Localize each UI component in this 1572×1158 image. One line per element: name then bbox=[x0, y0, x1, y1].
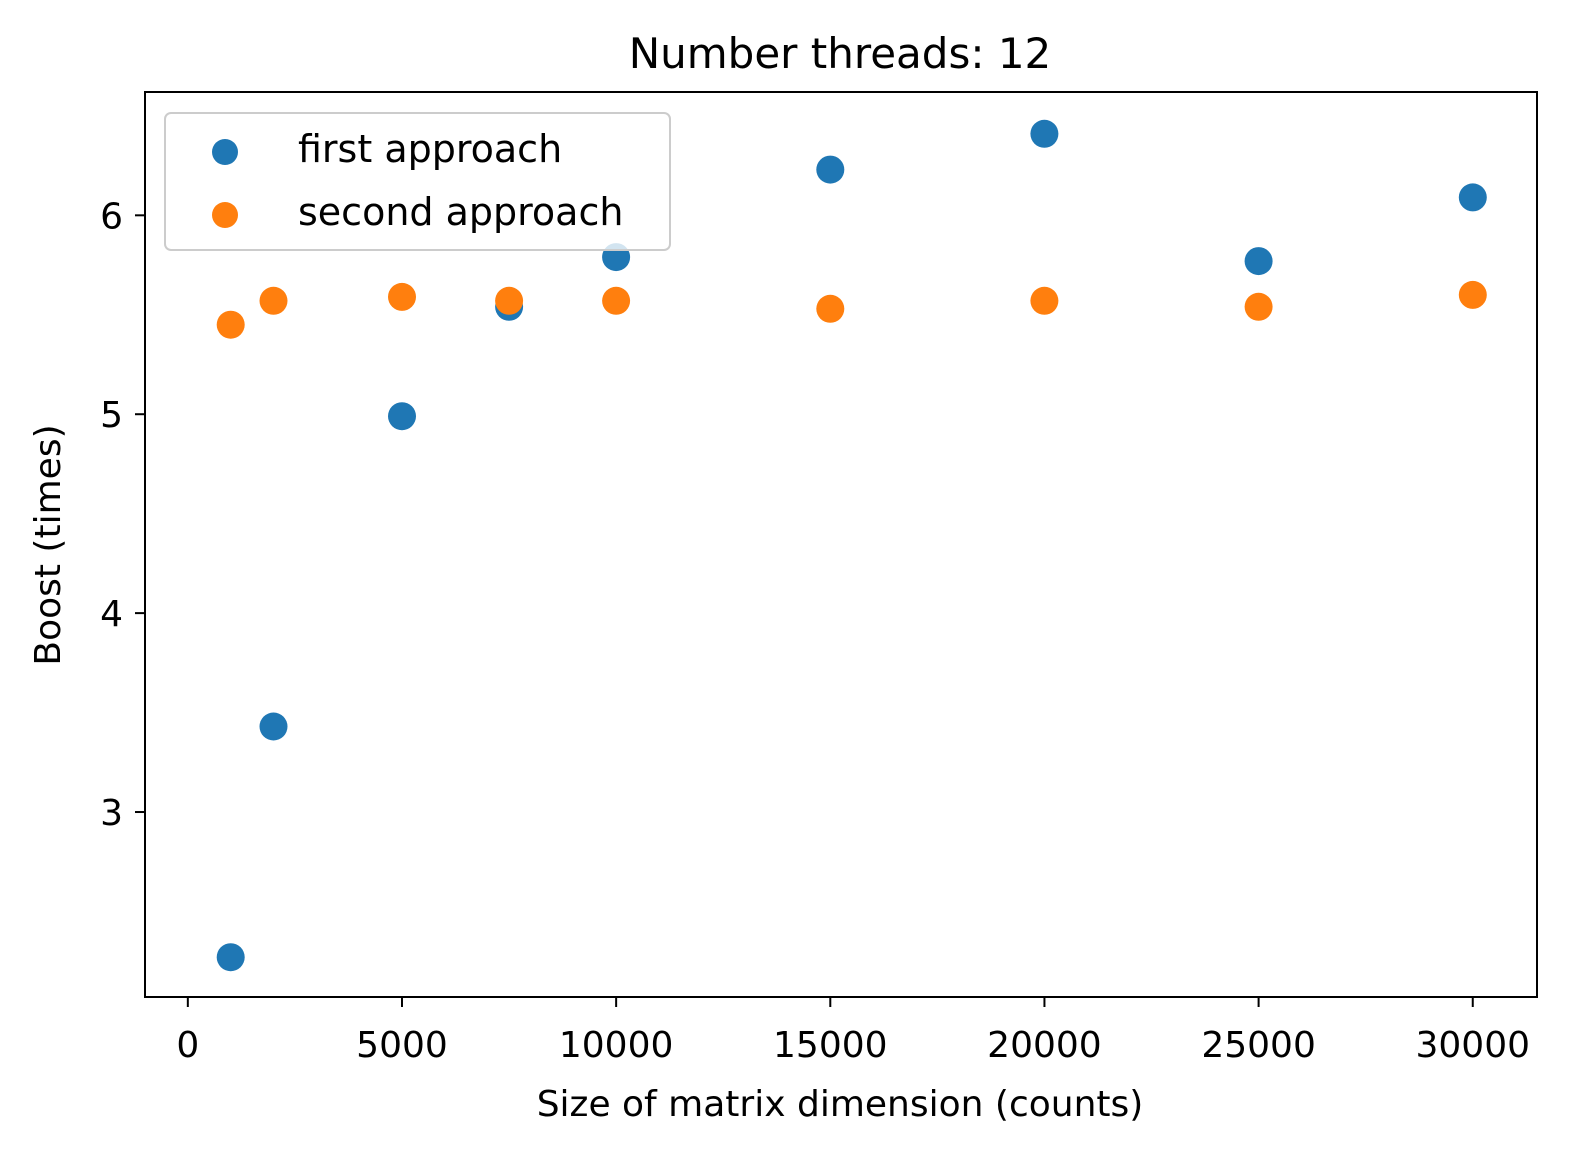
legend-marker-second-approach bbox=[212, 202, 238, 228]
x-tick-label-1: 5000 bbox=[356, 1025, 448, 1066]
point-first-approach-2 bbox=[388, 402, 416, 431]
y-axis-label: Boost (times) bbox=[28, 424, 69, 665]
legend-marker-first-approach bbox=[212, 139, 238, 165]
plot-area-frame bbox=[144, 91, 1538, 998]
x-tick-label-3: 15000 bbox=[773, 1025, 888, 1066]
legend-label-second-approach: second approach bbox=[298, 190, 623, 234]
point-first-approach-5 bbox=[816, 155, 845, 184]
x-tick-label-6: 30000 bbox=[1415, 1025, 1530, 1066]
data-points bbox=[216, 119, 1487, 972]
legend: first approach second approach bbox=[164, 112, 671, 251]
point-first-approach-8 bbox=[1458, 183, 1487, 212]
point-second-approach-0 bbox=[216, 310, 245, 339]
legend-box bbox=[164, 112, 671, 251]
point-second-approach-2 bbox=[388, 282, 416, 311]
x-axis-label: Size of matrix dimension (counts) bbox=[537, 1084, 1144, 1125]
point-second-approach-8 bbox=[1458, 280, 1487, 309]
point-second-approach-3 bbox=[495, 286, 524, 315]
x-axis-ticks: 0 5000 10000 15000 20000 25000 30000 bbox=[176, 997, 1530, 1066]
x-tick-label-0: 0 bbox=[176, 1025, 199, 1066]
point-first-approach-0 bbox=[216, 943, 245, 972]
point-second-approach-7 bbox=[1244, 292, 1273, 321]
point-second-approach-5 bbox=[816, 294, 845, 323]
legend-label-first-approach: first approach bbox=[298, 127, 562, 171]
x-tick-label-4: 20000 bbox=[987, 1025, 1102, 1066]
point-second-approach-1 bbox=[259, 286, 288, 315]
x-tick-label-2: 10000 bbox=[559, 1025, 674, 1066]
y-tick-label-2: 5 bbox=[100, 395, 123, 436]
x-tick-label-5: 25000 bbox=[1201, 1025, 1316, 1066]
chart-title: Number threads: 12 bbox=[629, 29, 1052, 78]
y-tick-label-1: 4 bbox=[100, 594, 123, 635]
y-tick-label-3: 6 bbox=[100, 196, 123, 237]
y-tick-label-0: 3 bbox=[100, 793, 123, 834]
point-first-approach-1 bbox=[259, 712, 288, 741]
point-first-approach-7 bbox=[1244, 247, 1273, 276]
point-second-approach-4 bbox=[602, 286, 631, 315]
y-axis-ticks: 3 4 5 6 bbox=[100, 196, 145, 834]
point-first-approach-6 bbox=[1030, 119, 1059, 148]
point-second-approach-6 bbox=[1030, 286, 1059, 315]
